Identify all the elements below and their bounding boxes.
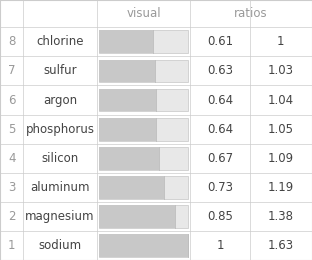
Bar [99, 147, 158, 170]
Text: 6: 6 [8, 94, 16, 107]
Text: 1.03: 1.03 [268, 64, 294, 77]
Bar [99, 234, 188, 257]
Text: 1.04: 1.04 [268, 94, 294, 107]
Bar [99, 30, 188, 53]
Text: 4: 4 [8, 152, 16, 165]
Text: 2: 2 [8, 210, 16, 223]
Text: phosphorus: phosphorus [26, 123, 95, 136]
Bar [99, 118, 188, 140]
Bar [99, 89, 188, 112]
Bar [99, 118, 156, 140]
Text: visual: visual [126, 7, 161, 20]
Text: 0.63: 0.63 [207, 64, 233, 77]
Text: ratios: ratios [234, 7, 268, 20]
Text: 1: 1 [8, 239, 16, 252]
Text: 1.19: 1.19 [268, 181, 294, 194]
Bar [99, 205, 174, 228]
Text: 1: 1 [216, 239, 224, 252]
Text: magnesium: magnesium [25, 210, 95, 223]
Text: 1.05: 1.05 [268, 123, 294, 136]
Bar [99, 176, 188, 199]
Bar [99, 205, 188, 228]
Text: argon: argon [43, 94, 77, 107]
Bar [99, 89, 156, 112]
Text: 1.09: 1.09 [268, 152, 294, 165]
Text: 8: 8 [8, 35, 15, 48]
Bar [99, 60, 188, 82]
Text: 0.85: 0.85 [207, 210, 233, 223]
Bar [99, 30, 153, 53]
Text: 5: 5 [8, 123, 15, 136]
Text: 1: 1 [277, 35, 285, 48]
Text: 1.63: 1.63 [268, 239, 294, 252]
Bar [99, 176, 164, 199]
Bar [99, 234, 188, 257]
Text: 0.73: 0.73 [207, 181, 233, 194]
Text: 3: 3 [8, 181, 15, 194]
Text: 1.38: 1.38 [268, 210, 294, 223]
Bar [99, 147, 188, 170]
Text: sodium: sodium [38, 239, 82, 252]
Bar [99, 60, 155, 82]
Text: 0.61: 0.61 [207, 35, 233, 48]
Text: 0.67: 0.67 [207, 152, 233, 165]
Text: 7: 7 [8, 64, 16, 77]
Text: sulfur: sulfur [43, 64, 77, 77]
Text: aluminum: aluminum [30, 181, 90, 194]
Text: silicon: silicon [41, 152, 79, 165]
Text: 0.64: 0.64 [207, 94, 233, 107]
Text: 0.64: 0.64 [207, 123, 233, 136]
Text: chlorine: chlorine [36, 35, 84, 48]
